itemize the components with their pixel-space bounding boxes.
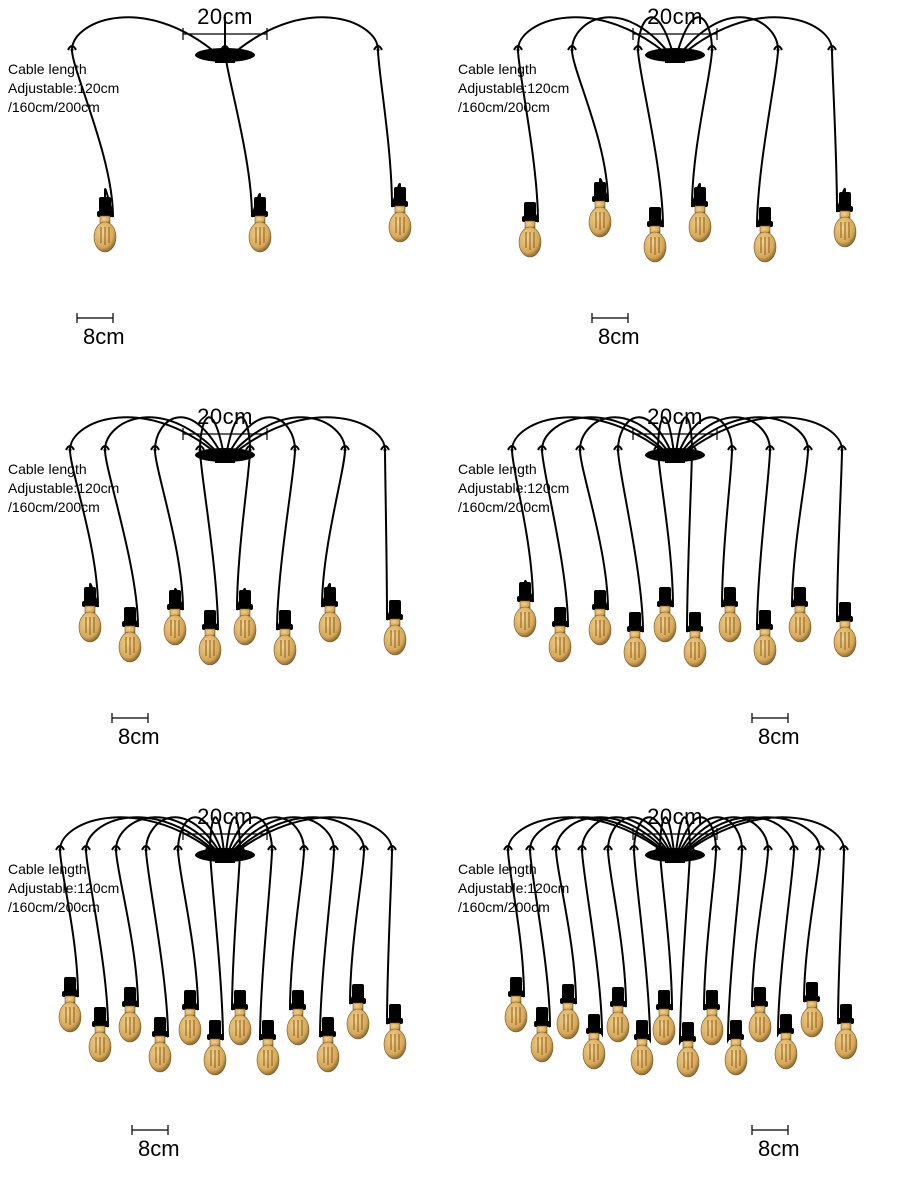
cable: [508, 817, 675, 997]
bulb-dim-bracket: [112, 713, 148, 723]
cable: [225, 17, 400, 207]
bulb-dim-bracket: [752, 1125, 788, 1135]
page: Cable lengthAdjustable:120cm/160cm/200cm…: [0, 0, 900, 1200]
cable: [72, 17, 225, 217]
cable: [225, 817, 395, 1024]
cable: [658, 417, 675, 607]
cable: [178, 817, 225, 1010]
cable: [105, 417, 225, 627]
panel-bulbs-3: Cable lengthAdjustable:120cm/160cm/200cm…: [0, 0, 450, 400]
panel-grid: Cable lengthAdjustable:120cm/160cm/200cm…: [0, 0, 900, 1200]
cable: [60, 817, 225, 997]
cable: [225, 417, 250, 610]
bulb-dim-bracket: [77, 313, 113, 323]
chandelier-illustration: [0, 400, 450, 800]
cable: [675, 417, 845, 622]
cable: [675, 417, 732, 607]
panel-bulbs-8: Cable lengthAdjustable:120cm/160cm/200cm…: [0, 400, 450, 800]
panel-bulbs-12: Cable lengthAdjustable:120cm/160cm/200cm…: [0, 800, 450, 1200]
panel-bulbs-10: Cable lengthAdjustable:120cm/160cm/200cm…: [450, 400, 900, 800]
bulb-dim-bracket: [592, 313, 628, 323]
top-dim-bracket: [183, 828, 267, 840]
bulb-dim-bracket: [752, 713, 788, 723]
bulb-dim-bracket: [132, 1125, 168, 1135]
panel-bulbs-14: Cable lengthAdjustable:120cm/160cm/200cm…: [450, 800, 900, 1200]
panel-bulbs-6: Cable lengthAdjustable:120cm/160cm/200cm…: [450, 0, 900, 400]
chandelier-illustration: [450, 400, 900, 800]
chandelier-illustration: [0, 0, 450, 400]
chandelier-illustration: [450, 800, 900, 1200]
chandelier-illustration: [0, 800, 450, 1200]
chandelier-illustration: [450, 0, 900, 400]
